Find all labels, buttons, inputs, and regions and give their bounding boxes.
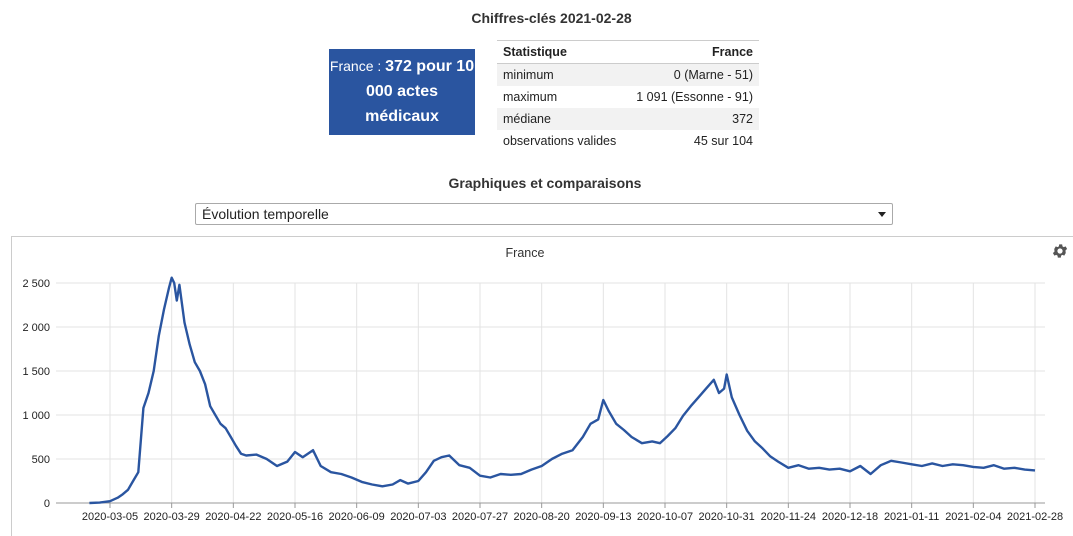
x-tick-label: 2020-09-13 [575,511,631,523]
stats-row-label: maximum [503,90,558,104]
stats-col-label: Statistique [497,40,627,64]
view-select[interactable]: Évolution temporelle [195,203,893,225]
caret-down-icon[interactable] [878,212,886,217]
x-tick-label: 2020-10-31 [699,511,755,523]
y-tick-label: 1 000 [22,410,50,422]
x-tick-label: 2020-07-27 [452,511,508,523]
kpi-prefix: France : [329,58,386,74]
x-tick-label: 2020-07-03 [390,511,446,523]
stats-row-label: observations valides [503,134,617,148]
stats-row-value: 45 sur 104 [693,134,753,148]
chart-title: France [505,246,545,260]
kpi-card: France : 372 pour 10 000 actes médicaux [329,49,475,135]
stats-row-label: médiane [497,108,627,130]
kpi-value: 372 pour 10 000 actes médicaux [365,58,475,125]
series-line [89,276,1036,505]
stats-col-value: France [626,40,759,64]
x-tick-label: 2021-02-28 [1007,511,1063,523]
x-tick-label: 2020-03-29 [144,511,200,523]
stats-row-valid: observations valides 45 sur 104 [497,130,759,152]
y-tick-label: 2 500 [22,278,50,290]
x-tick-label: 2020-04-22 [205,511,261,523]
stats-row-maximum: maximum 1 091 (Essonne - 91) [497,86,759,108]
x-tick-label: 2020-03-05 [82,511,138,523]
y-tick-label: 0 [44,498,50,510]
gear-icon[interactable] [1051,242,1069,260]
stats-row-value: 0 (Marne - 51) [626,63,759,86]
x-tick-label: 2020-12-18 [822,511,878,523]
y-tick-label: 2 000 [22,322,50,334]
stats-row-value: 372 [626,108,759,130]
stats-row-label: minimum [497,63,627,86]
page-title: Chiffres-clés 2021-02-28 [471,10,632,26]
x-tick-label: 2021-01-11 [884,511,939,523]
x-tick-label: 2020-11-24 [761,511,816,523]
x-tick-label: 2020-05-16 [267,511,323,523]
x-tick-label: 2020-06-09 [329,511,385,523]
chart-panel [11,236,1073,536]
stats-header-row: Statistique France [497,40,759,64]
y-tick-label: 1 500 [22,366,50,378]
stats-table: Statistique France minimum 0 (Marne - 51… [497,40,759,152]
view-select-value: Évolution temporelle [202,206,329,222]
x-tick-label: 2020-08-20 [514,511,570,523]
stats-row-median: médiane 372 [497,108,759,130]
stats-row-value: 1 091 (Essonne - 91) [636,90,753,104]
x-tick-label: 2021-02-04 [945,511,1001,523]
x-tick-label: 2020-10-07 [637,511,693,523]
stats-row-minimum: minimum 0 (Marne - 51) [497,63,759,86]
section-title: Graphiques et comparaisons [448,175,642,191]
y-tick-label: 500 [32,454,50,466]
